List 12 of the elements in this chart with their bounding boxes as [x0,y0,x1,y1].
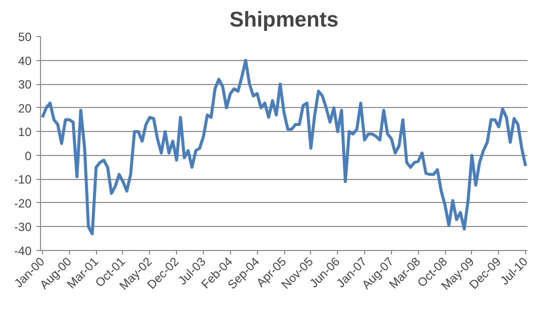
y-tick-label: -40 [14,244,32,258]
y-tick-label: -10 [14,172,32,187]
chart-title: Shipments [229,8,339,32]
line-series [40,58,528,236]
y-tick-label: -30 [14,220,32,234]
y-tick-label: 30 [18,78,32,92]
y-tick-label: 40 [18,54,32,68]
y-tick-label: 20 [18,101,32,116]
y-tick-label: 10 [18,125,32,140]
y-tick-label: 0 [24,148,32,163]
y-tick-label: -20 [14,196,32,210]
y-tick-label: 50 [18,30,32,44]
